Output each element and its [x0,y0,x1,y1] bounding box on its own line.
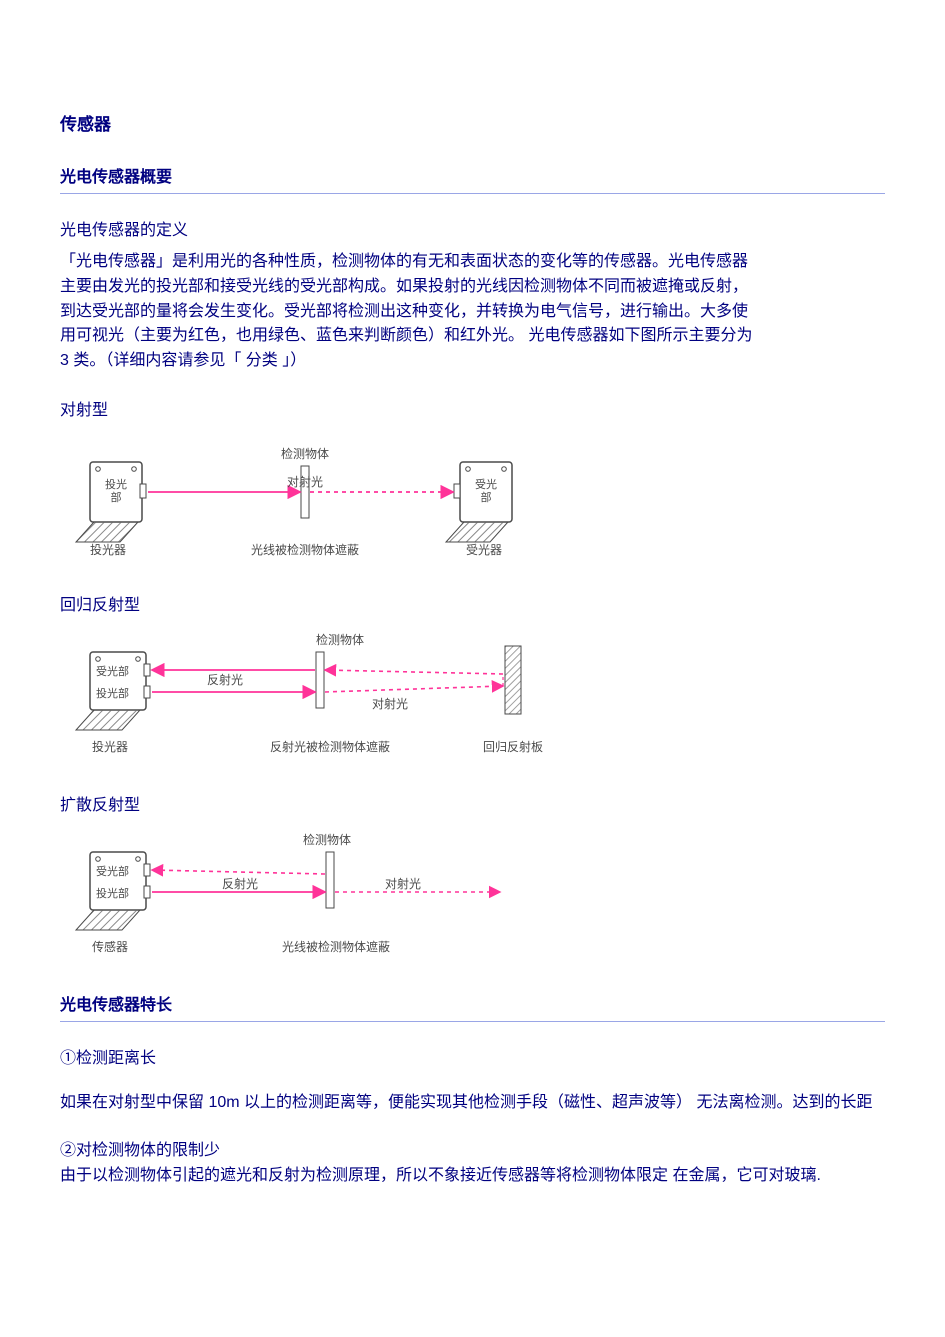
diagram-diffuse-reflective: 受光部投光部 检测物体反射光 对射光传感器 光线被检测物体遮蔽 [60,825,885,965]
svg-text:投光部: 投光部 [96,886,129,900]
svg-text:反射光: 反射光 [207,672,243,687]
svg-text:检测物体: 检测物体 [303,832,351,847]
svg-text:投光器: 投光器 [90,542,126,557]
document-page: 传感器 光电传感器概要 光电传感器的定义 「光电传感器」是利用光的各种性质，检测… [0,0,945,1337]
heading-type2: 回归反射型 [60,591,885,615]
svg-text:对射光: 对射光 [372,696,408,711]
svg-text:受光: 受光 [475,477,497,491]
para-feat1: 如果在对射型中保留 10m 以上的检测距离等，便能实现其他检测手段（磁性、超声波… [60,1090,885,1116]
svg-text:检测物体: 检测物体 [316,632,364,647]
svg-text:检测物体: 检测物体 [281,446,329,461]
divider [60,193,885,194]
svg-text:投光器: 投光器 [92,739,128,754]
heading-definition: 光电传感器的定义 [60,216,885,240]
heading-feat2: ②对检测物体的限制少 [60,1142,220,1159]
svg-text:回归反射板: 回归反射板 [483,739,543,754]
svg-text:受光器: 受光器 [466,543,502,557]
title-overview: 光电传感器概要 [60,163,885,187]
svg-text:反射光: 反射光 [222,876,258,891]
svg-text:受光部: 受光部 [96,864,129,878]
title-main: 传感器 [60,110,885,135]
block-feat2: ②对检测物体的限制少 由于以检测物体引起的遮光和反射为检测原理，所以不象接近传感… [60,1138,885,1189]
para-feat2: 由于以检测物体引起的遮光和反射为检测原理，所以不象接近传感器等将检测物体限定 在… [60,1167,821,1184]
svg-text:受光部: 受光部 [96,664,129,678]
svg-text:光线被检测物体遮蔽: 光线被检测物体遮蔽 [251,542,359,557]
diagram-retro-reflective: 受光部投光部 检测物体反射光对射光投光器 反射光被检测物体遮蔽 回归反射板 [60,625,885,765]
para-definition: 「光电传感器」是利用光的各种性质，检测物体的有无和表面状态的变化等的传感器。光电… [60,250,760,374]
svg-text:对射光: 对射光 [287,474,323,489]
svg-text:投光部: 投光部 [96,686,129,700]
diagram-through-beam: 投光部受光部检测物体对射光投光器光线被检测物体遮蔽受光器 [60,430,885,565]
title-features: 光电传感器特长 [60,991,885,1015]
heading-feat1: ①检测距离长 [60,1044,885,1068]
svg-text:部: 部 [111,490,122,504]
svg-text:传感器: 传感器 [92,939,128,954]
svg-text:光线被检测物体遮蔽: 光线被检测物体遮蔽 [282,939,390,954]
svg-text:投光: 投光 [105,477,127,491]
divider [60,1021,885,1022]
svg-text:反射光被检测物体遮蔽: 反射光被检测物体遮蔽 [270,739,390,754]
heading-type1: 对射型 [60,396,885,420]
heading-type3: 扩散反射型 [60,791,885,815]
svg-text:对射光: 对射光 [385,876,421,891]
svg-text:部: 部 [481,490,492,504]
